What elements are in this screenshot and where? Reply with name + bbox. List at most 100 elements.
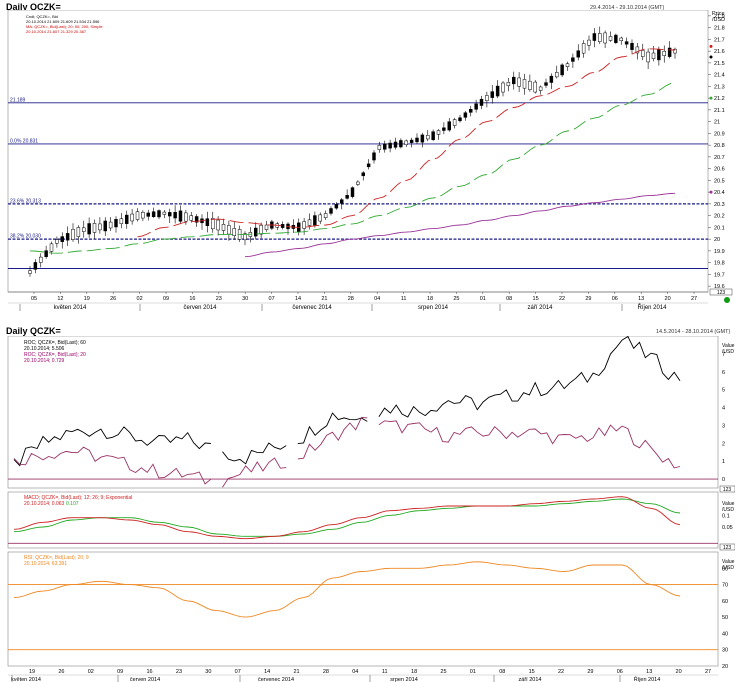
candle-body [361,172,365,177]
candle-body [442,127,446,131]
candle-body [565,63,570,67]
rsi-tick-label: 80 [722,566,728,572]
x-day-label: 19 [29,669,35,675]
roc20-line [13,416,681,488]
macd-signal-value: 0.107 [66,501,79,507]
y-tick-label: 20.8 [714,143,725,149]
status-dot-icon [724,297,730,303]
x-day-label: 08 [499,669,505,675]
candle-body [420,134,425,143]
macd-line [13,496,681,540]
candle-body [280,224,285,228]
candle-body [426,135,430,140]
x-day-label: 11 [401,296,407,302]
candle-body [538,86,543,91]
candle-body [162,211,167,215]
roc-tick-label: 7 [722,352,725,358]
x-month-label: Říjen 2014 [637,303,667,311]
candle-body [641,50,645,57]
candle-body [657,49,661,61]
candle-body [44,250,48,257]
candle-body [334,204,339,209]
x-day-label: 07 [269,296,275,302]
candle-body [178,210,183,222]
x-day-label: 20 [676,669,682,675]
candle-body [388,142,392,149]
x-day-label: 11 [382,669,388,675]
candle-body [404,140,408,145]
candle-body [415,137,419,143]
y-tick-label: 20.4 [714,190,725,196]
candle-body [479,98,484,106]
candle-body [108,221,113,229]
candle-body [662,50,666,57]
x-day-label: 16 [189,296,195,302]
y-tick-label: 20.3 [714,202,725,208]
y-tick-label: 21.6 [714,49,725,55]
y-tick-label: 20.9 [714,131,725,137]
candle-body [194,216,199,223]
candle-body [173,212,177,219]
x-month-label: srpen 2014 [418,305,449,311]
candle-body [65,233,70,241]
top-legend-line: Cndl; QCZK=, Bid [26,14,58,19]
top-legend-line: 20.10.2014 21.607 21.329 20.387 [26,29,87,34]
candle-body [227,225,231,235]
y-tick-label: 20.7 [714,155,725,161]
candle-body [635,46,640,54]
y-tick-label: 21.1 [714,108,725,114]
x-month-label: červen 2014 [130,677,160,682]
candle-body [651,52,656,59]
x-day-label: 21 [321,296,327,302]
top-legend-line: MA; QCZK=, Bid(Last); 20; 50; 200; Simpl… [26,24,103,29]
ma200-marker [709,190,713,194]
candle-body [60,236,64,242]
candle-body [608,36,613,41]
roc-badge-label: 123 [723,487,732,493]
rsi-tick-label: 40 [722,631,728,637]
candle-body [544,82,548,86]
candle-body [264,224,269,230]
candle-body [673,48,677,54]
candle-body [366,163,371,168]
x-day-label: 27 [705,669,711,675]
candle-body [549,75,554,83]
x-month-label: červenec 2014 [292,305,332,311]
candle-body [350,187,355,197]
x-day-label: 15 [533,296,539,302]
candle-body [130,213,134,222]
roc-value-unit: /USD [722,349,734,355]
x-day-label: 19 [84,296,90,302]
candle-body [409,139,414,143]
x-day-label: 16 [147,669,153,675]
candle-body [340,199,344,204]
candle-body [184,212,188,222]
candle-body [377,145,382,150]
roc-tick-label: 4 [722,406,725,412]
x-day-label: 14 [295,296,301,302]
bottom-panel-title: Daily QCZK= [6,326,61,336]
roc-legend-line: ROC; QCZK=, Bid(Last); 20 [24,352,86,358]
candle-body [28,270,32,274]
x-day-label: 27 [691,296,697,302]
x-day-label: 09 [163,296,169,302]
roc-value-label: Value [722,343,735,349]
y-tick-label: 19.8 [714,261,725,267]
candle-body [383,143,387,150]
roc-legend-line: ROC; QCZK=, Bid(Last); 60 [24,340,86,346]
x-day-label: 18 [427,296,433,302]
x-day-label: 01 [480,296,486,302]
candle-body [474,103,478,110]
y-tick-label: 20.1 [714,225,725,231]
candle-body [135,211,140,220]
roc-tick-label: 5 [722,388,725,394]
x-day-label: 23 [216,296,222,302]
candle-body [452,119,457,126]
bottom-panel-date-range: 14.5.2014 - 28.10.2014 (GMT) [656,329,731,335]
macd-value-unit: /USD [722,507,734,513]
fib-level-label: 38.2% 20.030 [10,234,41,240]
candle-body [157,210,161,218]
y-tick-label: 21.7 [714,37,725,43]
